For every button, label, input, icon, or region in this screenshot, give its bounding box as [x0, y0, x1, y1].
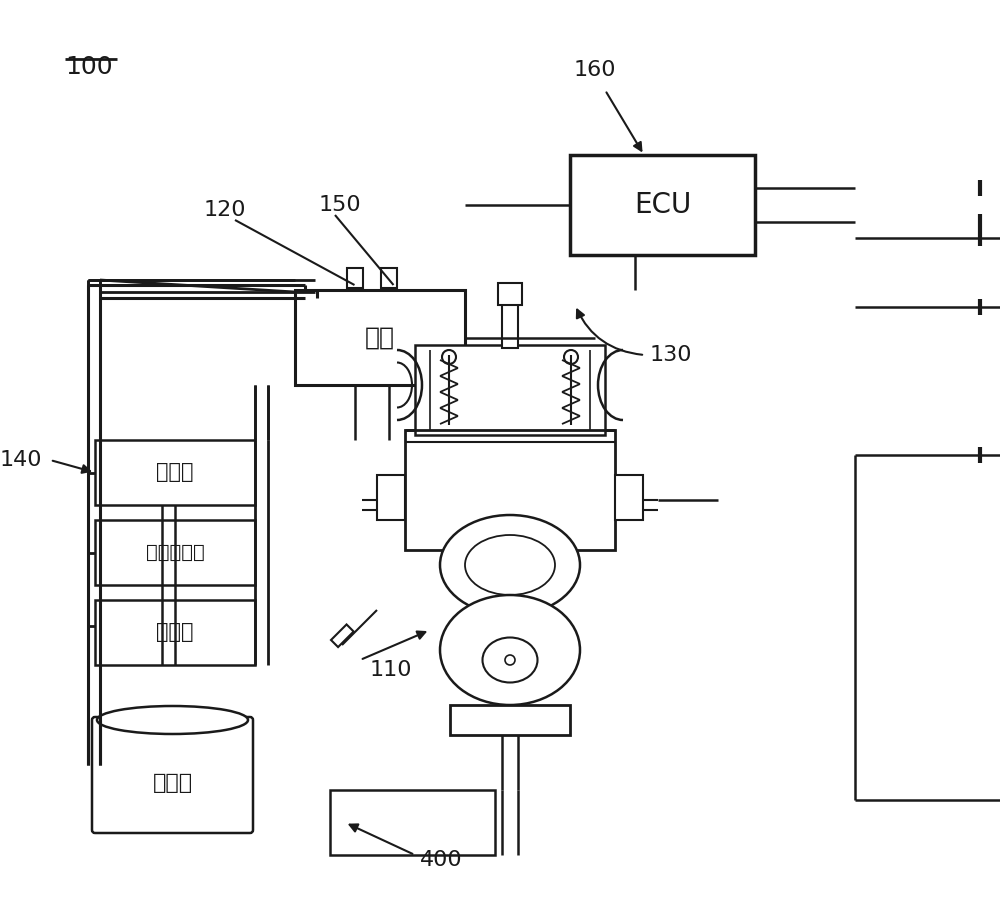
Bar: [295, 290, 465, 385]
Bar: [498, 283, 522, 305]
Text: 110: 110: [370, 660, 413, 680]
Text: 150: 150: [319, 195, 361, 215]
Ellipse shape: [440, 595, 580, 705]
Bar: [415, 345, 605, 435]
Bar: [377, 475, 405, 520]
Bar: [330, 790, 495, 855]
Text: 燃油筱: 燃油筱: [152, 773, 193, 793]
Ellipse shape: [465, 535, 555, 595]
Bar: [347, 268, 362, 288]
Text: 160: 160: [574, 60, 616, 80]
Bar: [95, 440, 255, 505]
Bar: [331, 625, 354, 647]
Bar: [450, 705, 570, 735]
Bar: [380, 268, 396, 288]
Ellipse shape: [440, 515, 580, 615]
Bar: [502, 303, 518, 348]
Text: 140: 140: [0, 450, 42, 470]
Bar: [405, 430, 615, 550]
Text: 燃油过滤器: 燃油过滤器: [146, 543, 204, 562]
Bar: [95, 520, 255, 585]
FancyBboxPatch shape: [92, 717, 253, 833]
Circle shape: [564, 350, 578, 364]
Circle shape: [505, 655, 515, 665]
Text: 130: 130: [650, 345, 692, 365]
Text: ECU: ECU: [634, 191, 691, 219]
Text: 120: 120: [204, 200, 246, 220]
Bar: [615, 475, 643, 520]
Text: 高压泵: 高压泵: [156, 462, 194, 482]
Text: 400: 400: [420, 850, 463, 870]
Ellipse shape: [482, 637, 538, 683]
Text: 共轨: 共轨: [365, 325, 395, 350]
Ellipse shape: [97, 706, 248, 734]
Bar: [570, 155, 755, 255]
Bar: [95, 600, 255, 665]
Circle shape: [442, 350, 456, 364]
Text: 100: 100: [65, 55, 113, 79]
Text: 低压泵: 低压泵: [156, 623, 194, 643]
